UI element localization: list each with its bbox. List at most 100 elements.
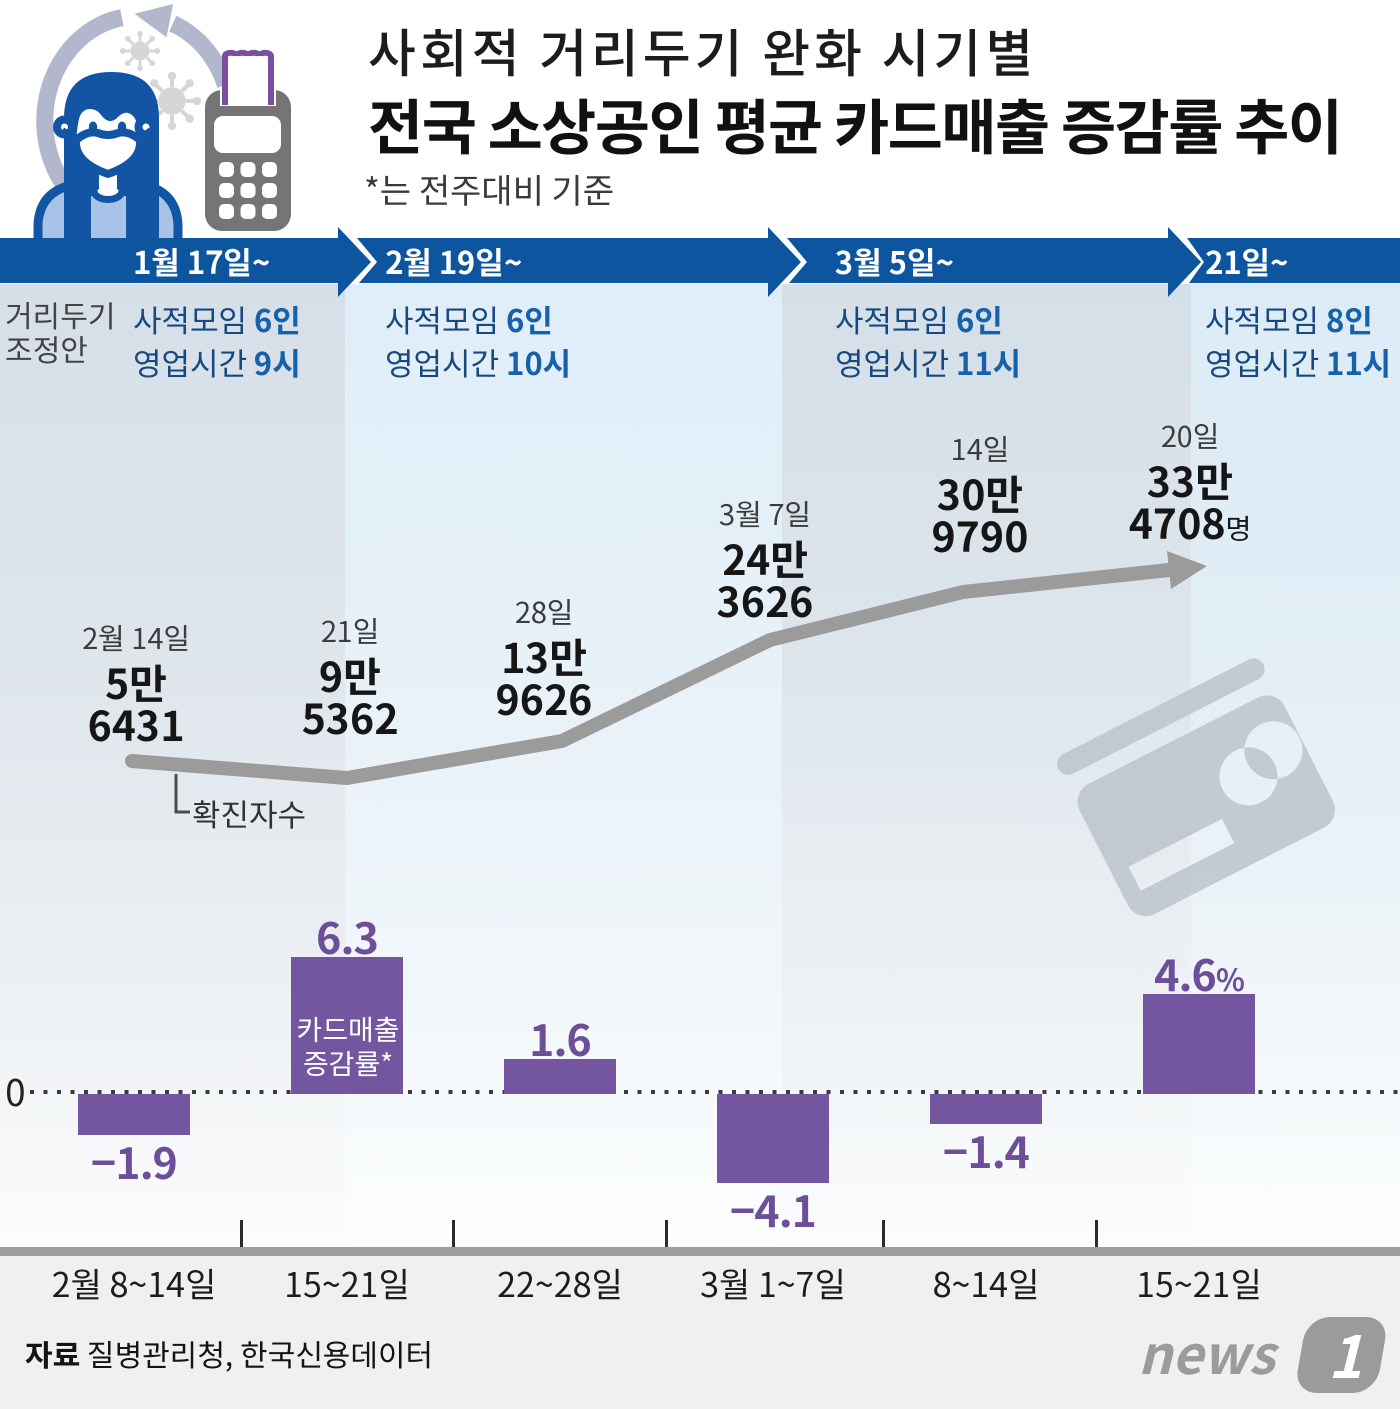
zero-label: 0: [5, 1063, 26, 1117]
timeline-band: [0, 227, 1400, 297]
point-date: 20일: [1160, 414, 1220, 456]
title-note: *는 전주대비 기준: [364, 164, 615, 213]
point-label-suffix: 명: [1225, 508, 1252, 548]
logo-one-text: 1: [1328, 1312, 1362, 1395]
line-point-label-3: 28일 13만 9626: [414, 594, 674, 718]
title-line1: 사회적 거리두기 완화 시기별: [368, 12, 1038, 87]
bar-series-label: 카드매출 증감률*: [292, 1012, 404, 1080]
timeline-arrow-1: [338, 227, 371, 297]
rule-line-gathering: 사적모임 6인: [835, 297, 1021, 340]
rule-value: 11시: [956, 339, 1022, 384]
bar-value-text: −1.4: [942, 1119, 1030, 1181]
rule-label: 영업시간: [1205, 339, 1320, 384]
rule-label: 영업시간: [835, 339, 950, 384]
rule-label: 사적모임: [133, 296, 248, 341]
timeline-period-2-date: 2월 19일~: [385, 238, 523, 283]
terminal-keypad: [219, 162, 277, 219]
adjustment-row-label: 거리두기 조정안: [5, 297, 115, 365]
category-label-6: 15~21일: [1136, 1258, 1262, 1307]
axis-tick-4: [882, 1220, 885, 1247]
timeline-period-4-date: 21일~: [1205, 238, 1289, 283]
rule-value: 6인: [956, 296, 1003, 341]
bar-value-label-3: 1.6: [450, 1007, 670, 1069]
timeline-period-3-date: 3월 5일~: [835, 238, 954, 283]
rule-value: 11시: [1326, 339, 1392, 384]
rule-value: 6인: [254, 296, 301, 341]
rule-value: 9시: [254, 339, 301, 384]
timeline-arrow-2: [768, 227, 801, 297]
rule-label: 영업시간: [385, 339, 500, 384]
rule-value: 10시: [506, 339, 572, 384]
bar-series-label-line1: 카드매출: [296, 1009, 400, 1049]
line-point-label-5: 14일 30만 9790: [850, 431, 1110, 555]
bar-value-label-5: −1.4: [876, 1119, 1096, 1181]
bar-value-text: 4.6: [1154, 942, 1217, 1004]
axis-tick-3: [665, 1220, 668, 1247]
logo-one-block: [1297, 1317, 1386, 1393]
bar-4: [717, 1094, 829, 1183]
bar-value-label-4: −4.1: [663, 1178, 883, 1240]
bar-6: [1143, 994, 1255, 1094]
bar-value-text: 1.6: [529, 1007, 592, 1069]
bar-value-label-2: 6.3: [237, 905, 457, 967]
card-terminal-icon: [205, 49, 291, 231]
point-value-line1: 30만: [936, 462, 1024, 522]
source-value: 질병관리청, 한국신용데이터: [86, 1331, 434, 1375]
rule-label: 사적모임: [835, 296, 950, 341]
bar-3: [504, 1059, 616, 1094]
bar-2: [291, 957, 403, 1094]
logo-news-text: news: [1138, 1314, 1280, 1390]
bar-value-text: −1.9: [90, 1130, 178, 1192]
point-date: 2월 14일: [81, 616, 191, 658]
person-mask: [71, 128, 145, 178]
point-date: 3월 7일: [718, 492, 812, 534]
news1-logo: news 1: [1138, 1312, 1386, 1395]
point-value-line1: 5만: [105, 651, 167, 711]
point-value-line1: 24만: [721, 527, 809, 587]
point-value-line2: 3626: [716, 569, 814, 629]
point-value-line2: 9626: [495, 667, 593, 727]
person-bangs: [75, 80, 141, 150]
rule-label: 사적모임: [385, 296, 500, 341]
source-label: 자료: [25, 1331, 81, 1375]
rule-value: 6인: [506, 296, 553, 341]
footer-background: [0, 1256, 1400, 1409]
category-label-1: 2월 8~14일: [51, 1258, 217, 1307]
line-point-label-1: 2월 14일 5만 6431: [6, 620, 266, 744]
header-illustration: [33, 4, 291, 240]
axis-tick-2: [452, 1220, 455, 1247]
point-value-line1: 33만: [1146, 449, 1234, 509]
category-label-5: 8~14일: [932, 1258, 1040, 1307]
title-line2: 전국 소상공인 평균 카드매출 증감률 추이: [368, 80, 1343, 167]
rule-period-1: 사적모임 6인 영업시간 9시: [133, 297, 301, 383]
person-chest: [91, 196, 126, 240]
rule-period-3: 사적모임 6인 영업시간 11시: [835, 297, 1021, 383]
line-arrowhead: [1167, 551, 1207, 589]
bar-value-label-6: 4.6%: [1089, 942, 1309, 1004]
point-value-line2: 6431: [87, 693, 185, 753]
timeline-arrow-3: [1168, 227, 1201, 297]
bar-5: [930, 1094, 1042, 1124]
credit-card-icon: [1057, 658, 1335, 917]
percent-suffix: %: [1215, 956, 1245, 1000]
category-label-2: 15~21일: [284, 1258, 410, 1307]
rule-line-hours: 영업시간 10시: [385, 340, 571, 383]
point-date: 21일: [320, 609, 380, 651]
timeline-period-1-date: 1월 17일~: [133, 238, 271, 283]
source-text: 자료 질병관리청, 한국신용데이터: [25, 1331, 433, 1375]
axis-tick-1: [240, 1220, 243, 1247]
rule-line-gathering: 사적모임 6인: [133, 297, 301, 340]
rule-line-gathering: 사적모임 8인: [1205, 297, 1391, 340]
rule-period-4: 사적모임 8인 영업시간 11시: [1205, 297, 1391, 383]
cases-callout-line: [174, 774, 190, 814]
point-value-line2: 5362: [301, 686, 399, 746]
rule-line-hours: 영업시간 11시: [835, 340, 1021, 383]
point-date: 14일: [950, 427, 1010, 469]
line-point-label-6: 20일 33만 4708명: [1060, 418, 1320, 549]
rule-label: 사적모임: [1205, 296, 1320, 341]
rule-line-hours: 영업시간 9시: [133, 340, 301, 383]
bar-1: [78, 1094, 190, 1135]
adjustment-row-label-line1: 거리두기: [5, 292, 116, 336]
bar-value-text: −4.1: [729, 1178, 817, 1240]
